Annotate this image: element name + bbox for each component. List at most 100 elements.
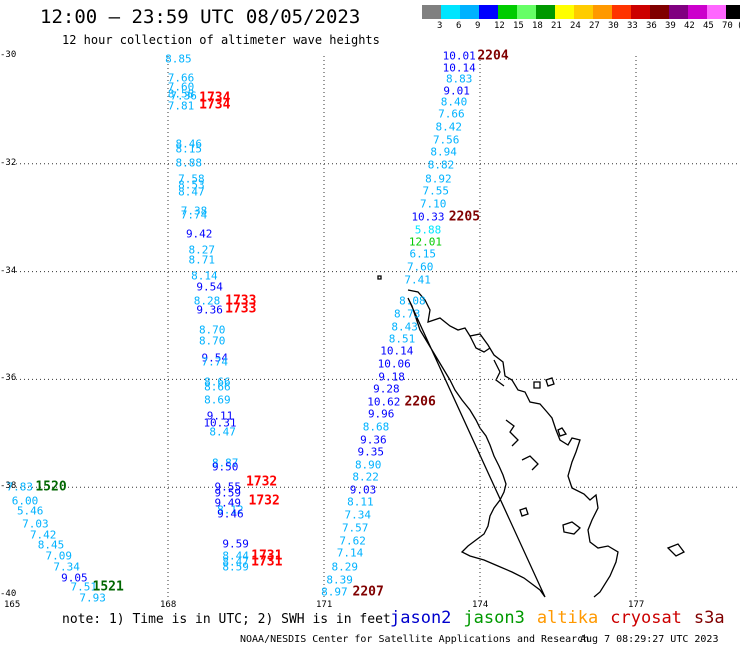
wave-height-reading: 7.09 (45, 549, 73, 563)
colorbar-label: 27 (589, 21, 600, 31)
colorbar-swatch (517, 5, 536, 19)
colorbar-swatch (574, 5, 593, 19)
wave-height-reading: 8.85 (165, 52, 192, 66)
pass-time-label: 1520 (35, 479, 67, 495)
wave-height-reading: 8.14 (191, 269, 218, 283)
wave-height-reading: 7.55 (422, 184, 450, 198)
units-note: note: 1) Time is in UTC; 2) SWH is in fe… (62, 612, 391, 627)
colorbar-label: (ft) (737, 21, 740, 31)
wave-height-reading: 5.46 (16, 504, 44, 518)
wave-height-reading: 9.42 (185, 227, 213, 241)
latitude-label: -34 (0, 265, 17, 276)
longitude-label: 168 (160, 600, 177, 610)
wave-height-reading: 8.46 (175, 137, 203, 151)
wave-height-reading: 8.66 (204, 375, 231, 389)
wave-height-reading: 8.70 (198, 323, 226, 337)
wave-height-reading: 9.54 (196, 280, 223, 294)
graticule (12, 56, 740, 597)
satellite-legend: jason2 jason3 altika cryosat s3a (390, 608, 725, 628)
footer-generated-time: Aug 7 08:29:27 UTC 2023 (580, 634, 719, 645)
wave-height-reading: 7.51 (70, 580, 98, 594)
pass-time-label: 1731 (251, 548, 283, 564)
wave-height-reading: 8.11 (347, 495, 374, 509)
colorbar-label: 30 (608, 21, 619, 31)
pass-time-label: 1734 (199, 97, 231, 112)
wave-height-reading: 9.05 (61, 571, 88, 585)
page-subtitle: 12 hour collection of altimeter wave hei… (62, 33, 380, 47)
wave-height-reading: 10.31 (203, 416, 237, 430)
wave-height-reading: 9.55 (214, 480, 242, 494)
colorbar-swatch (536, 5, 555, 19)
wave-height-reading: 8.92 (425, 172, 452, 186)
wave-height-reading: 8.53 (178, 178, 205, 192)
wave-height-reading: 8.29 (331, 560, 359, 574)
wave-height-reading: 6.00 (11, 494, 39, 508)
pass-time-label: 1734 (199, 90, 231, 106)
colorbar-swatch (707, 5, 726, 19)
wave-height-reading: 12.01 (408, 235, 442, 249)
colorbar (422, 5, 740, 19)
wave-height-reading: 8.51 (388, 332, 416, 346)
wave-height-reading: 8.47 (222, 555, 249, 569)
wave-height-reading: 8.73 (393, 307, 421, 321)
wave-height-reading: 7.74 (180, 208, 208, 222)
colorbar-label: 70 (722, 21, 733, 31)
wave-height-reading: 7.93 (79, 591, 106, 605)
wave-height-reading: 7.38 (180, 204, 208, 218)
wave-height-reading: 8.97 (321, 585, 348, 599)
colorbar-label: 39 (665, 21, 676, 31)
colorbar-swatch (460, 5, 479, 19)
coast-inlet-2 (493, 359, 505, 387)
wave-height-reading: 10.33 (411, 210, 445, 224)
pass-time-label: 1731 (251, 554, 283, 570)
wave-height-reading: 9.36 (360, 433, 387, 447)
coast-inlet-4 (521, 455, 539, 471)
wave-height-reading: 8.39 (326, 573, 353, 587)
pass-time-label: 1733 (225, 293, 257, 309)
wave-height-reading: 8.47 (209, 425, 236, 439)
wave-height-reading: 9.54 (201, 351, 229, 365)
coast-island-7 (519, 507, 529, 517)
wave-height-reading: 7.66 (438, 107, 465, 121)
wave-height-reading: 9.03 (349, 483, 377, 497)
legend-item-cryosat: cryosat (610, 608, 682, 628)
colorbar-swatch (612, 5, 631, 19)
wave-height-reading: 7.03 (22, 517, 49, 531)
wave-height-reading: 8.58 (167, 87, 195, 101)
wave-height-reading: 9.59 (214, 486, 242, 500)
longitude-label: 174 (472, 600, 489, 610)
wave-height-reading: 8.66 (204, 380, 231, 394)
colorbar-label: 42 (684, 21, 695, 31)
wave-height-reading: 9.96 (367, 407, 395, 421)
wave-height-reading: 8.28 (193, 294, 221, 308)
wave-height-reading: 8.47 (178, 185, 205, 199)
footer-credit: NOAA/NESDIS Center for Satellite Applica… (240, 634, 590, 645)
pass-time-label: 2204 (477, 48, 509, 64)
pass-time-label: 1732 (245, 474, 278, 490)
colorbar-swatch (650, 5, 669, 19)
longitude-label: 171 (316, 600, 333, 610)
wave-height-reading: 7.56 (432, 133, 460, 147)
wave-height-reading: 8.27 (188, 243, 216, 257)
wave-height-reading: 8.15 (175, 142, 203, 156)
colorbar-swatch (669, 5, 688, 19)
wave-height-reading: 8.40 (440, 95, 468, 109)
legend-item-jason2: jason2 (390, 608, 452, 628)
coast-island-4 (377, 275, 382, 280)
wave-height-reading: 10.62 (367, 395, 401, 409)
wave-height-reading: 8.44 (222, 549, 249, 563)
wave-height-reading: 7.74 (201, 355, 229, 369)
wave-height-reading: 9.28 (373, 382, 400, 396)
coast-island-2 (666, 543, 685, 557)
wave-height-reading: 8.69 (204, 393, 231, 407)
wave-height-reading: 8.94 (430, 145, 457, 159)
wave-height-reading: 7.14 (336, 546, 364, 560)
wave-height-reading: 6.15 (409, 247, 437, 261)
longitude-label: 165 (4, 600, 21, 610)
coast-inlet-1 (469, 335, 491, 353)
wave-height-reading: 9.36 (196, 303, 223, 317)
wave-height-reading: 8.68 (362, 420, 390, 434)
colorbar-label: 36 (646, 21, 657, 31)
wave-height-reading: 8.42 (435, 120, 463, 134)
